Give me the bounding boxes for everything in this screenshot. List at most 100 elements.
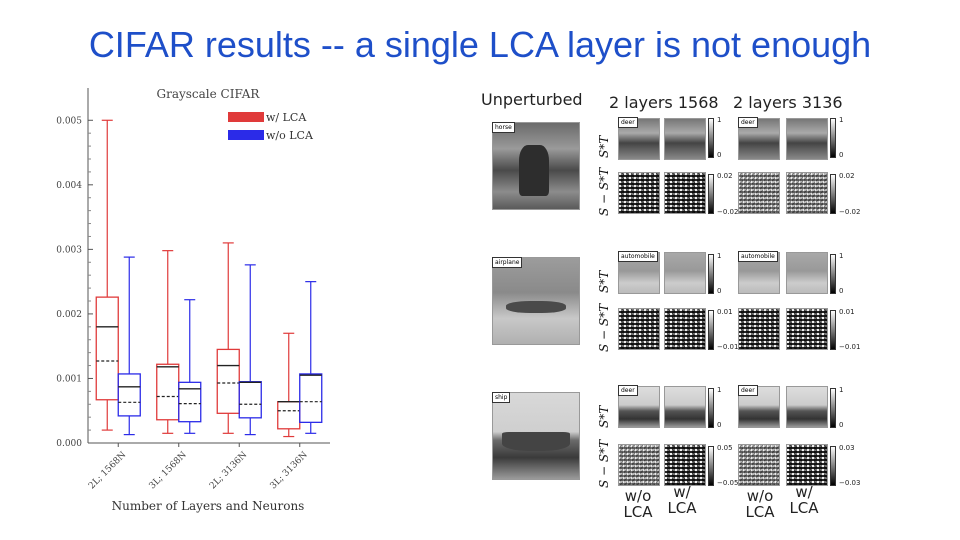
legend-label: w/o LCA	[266, 129, 314, 142]
perturbation-3136-wo	[738, 308, 780, 350]
chart-title: Grayscale CIFAR	[157, 87, 261, 101]
cbar-min: −0.03	[839, 479, 861, 487]
colorbar	[830, 446, 836, 486]
cbar-min: −0.05	[717, 479, 739, 487]
cbar-max: 0.03	[839, 444, 855, 452]
cbar-max: 1	[717, 386, 722, 394]
unperturbed-image-ship	[492, 392, 580, 480]
cbar-max: 0.01	[717, 308, 733, 316]
cbar-min: −0.01	[717, 343, 739, 351]
colorbar	[708, 254, 714, 294]
box-without-lca	[238, 264, 262, 436]
adv-image-1568-w	[664, 252, 706, 294]
row-label-diff: S − S*T	[597, 439, 611, 488]
box-iqr	[178, 381, 202, 423]
cbar-min: −0.01	[839, 343, 861, 351]
box-iqr	[95, 296, 119, 401]
cbar-max: 1	[839, 386, 844, 394]
cbar-max: 1	[839, 116, 844, 124]
legend-swatch	[228, 112, 264, 122]
row-label-diff: S − S*T	[597, 303, 611, 352]
colorbar	[830, 118, 836, 158]
cbar-max: 1	[839, 252, 844, 260]
caption-without-lca-3136: w/o LCA	[745, 487, 775, 521]
boxplot-chart: Grayscale CIFAR 0.0000.0010.0020.0030.00…	[56, 87, 330, 513]
cbar-max: 0.01	[839, 308, 855, 316]
x-axis-label: Number of Layers and Neurons	[112, 499, 305, 513]
colorbar	[708, 174, 714, 214]
legend-label: w/ LCA	[266, 111, 307, 124]
slide-title: CIFAR results -- a single LCA layer is n…	[88, 24, 872, 65]
cbar-max: 0.02	[717, 172, 733, 180]
box-with-lca	[95, 119, 119, 431]
caption-with-lca-3136: w/LCA	[789, 483, 819, 517]
y-tick-label: 0.003	[56, 245, 82, 255]
row-label-star: S*T	[597, 135, 611, 158]
y-axis: 0.000 0.001 0.002 0.003 0.004 0.005	[56, 88, 330, 449]
original-class-label: ship	[492, 392, 511, 403]
box-with-lca	[216, 242, 240, 434]
adv-image-3136-w	[786, 252, 828, 294]
x-tick-label: 3L; 1568N	[148, 450, 189, 491]
original-class-label: horse	[492, 122, 515, 133]
colorbar	[708, 310, 714, 350]
perturbation-1568-w	[664, 172, 706, 214]
chart-legend: w/ LCA w/o LCA	[228, 111, 314, 142]
y-tick-label: 0.001	[56, 374, 82, 384]
colorbar	[830, 388, 836, 428]
box-without-lca	[117, 256, 141, 436]
cbar-min: 0	[717, 287, 722, 295]
unperturbed-image-horse	[492, 122, 580, 210]
perturbation-1568-w	[664, 308, 706, 350]
perturbation-1568-w	[664, 444, 706, 486]
header-unperturbed: Unperturbed	[481, 90, 583, 109]
perturbation-3136-w	[786, 444, 828, 486]
x-tick-label: 2L; 1568N	[87, 450, 128, 491]
row-label-star: S*T	[597, 405, 611, 428]
colorbar	[830, 174, 836, 214]
adv-image-1568-w	[664, 386, 706, 428]
box-with-lca	[277, 332, 301, 438]
box-iqr	[156, 363, 180, 421]
cbar-max: 0.02	[839, 172, 855, 180]
adv-class-label: deer	[738, 117, 758, 128]
adv-class-label: deer	[618, 385, 638, 396]
perturbation-3136-w	[786, 172, 828, 214]
adv-class-label: deer	[738, 385, 758, 396]
colorbar	[708, 118, 714, 158]
x-tick-label: 3L; 3136N	[269, 450, 310, 491]
cbar-max: 0.05	[717, 444, 733, 452]
box-with-lca	[156, 250, 180, 434]
caption-without-lca-1568: w/o LCA	[623, 487, 653, 521]
box-without-lca	[178, 299, 202, 434]
adv-class-label: deer	[618, 117, 638, 128]
box-iqr	[216, 348, 240, 414]
box-iqr	[277, 401, 301, 430]
box-iqr	[117, 373, 141, 417]
box-without-lca	[299, 281, 323, 434]
colorbar	[830, 254, 836, 294]
perturbation-1568-wo	[618, 444, 660, 486]
box-iqr	[238, 381, 262, 419]
y-tick-label: 0.004	[56, 181, 82, 191]
cbar-min: 0	[839, 421, 844, 429]
original-class-label: airplane	[492, 257, 523, 268]
header-2-layers-1568: 2 layers 1568	[609, 93, 719, 112]
perturbation-3136-w	[786, 308, 828, 350]
adv-class-label: automobile	[738, 251, 778, 262]
box-iqr	[299, 373, 323, 423]
box-series	[95, 119, 323, 438]
x-tick-label: 2L; 3136N	[208, 450, 249, 491]
perturbation-1568-wo	[618, 172, 660, 214]
adv-class-label: automobile	[618, 251, 658, 262]
cbar-min: −0.02	[839, 208, 861, 216]
row-label-star: S*T	[597, 270, 611, 293]
cbar-min: 0	[839, 287, 844, 295]
row-label-diff: S − S*T	[597, 167, 611, 216]
adv-image-1568-w	[664, 118, 706, 160]
cbar-max: 1	[717, 252, 722, 260]
y-tick-label: 0.005	[56, 116, 82, 126]
caption-with-lca-1568: w/LCA	[667, 483, 697, 517]
y-tick-label: 0.002	[56, 310, 82, 320]
adv-image-3136-w	[786, 118, 828, 160]
